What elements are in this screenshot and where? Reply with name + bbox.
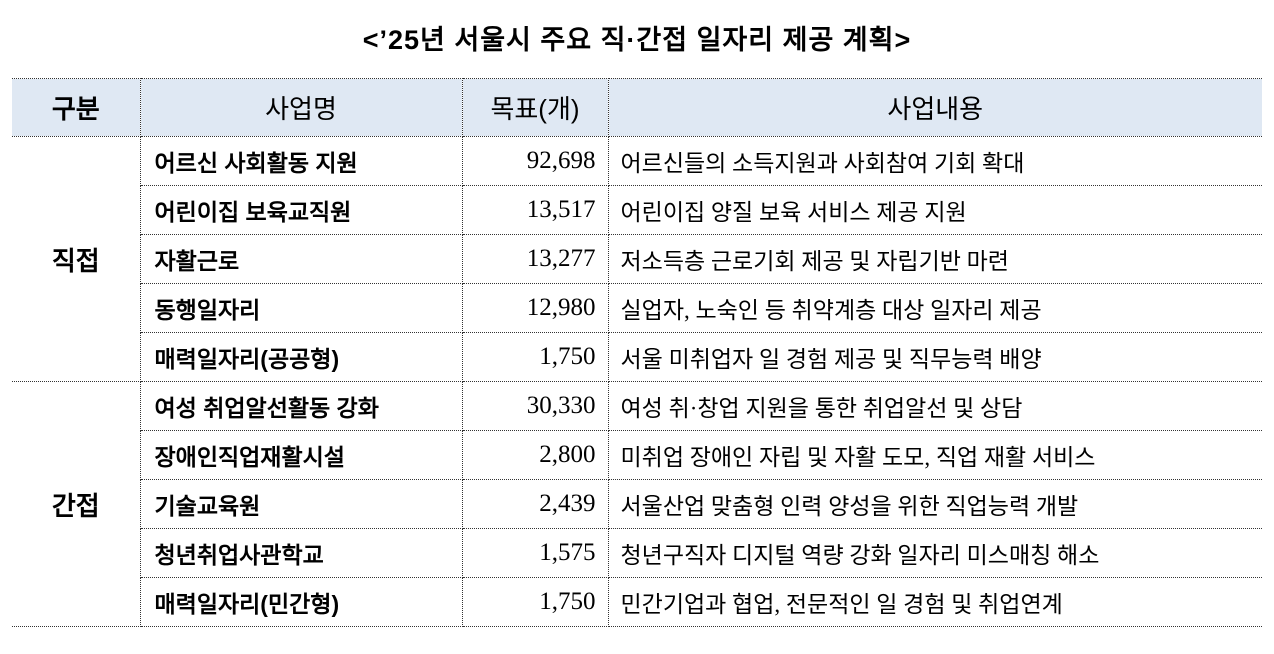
target-count: 2,800 bbox=[461, 430, 609, 480]
project-name: 청년취업사관학교 bbox=[140, 528, 463, 578]
page-title: <’25년 서울시 주요 직·간접 일자리 제공 계획> bbox=[362, 25, 912, 55]
project-description: 민간기업과 협업, 전문적인 일 경험 및 취업연계 bbox=[607, 577, 1262, 627]
target-count: 1,750 bbox=[461, 577, 609, 627]
project-name: 매력일자리(민간형) bbox=[140, 577, 463, 627]
target-count: 13,517 bbox=[461, 185, 609, 235]
group-label: 직접 bbox=[12, 136, 141, 382]
project-name: 어린이집 보육교직원 bbox=[140, 185, 463, 235]
group-label: 간접 bbox=[12, 381, 141, 627]
table-row: 청년취업사관학교 1,575 청년구직자 디지털 역량 강화 일자리 미스매칭 해소 bbox=[12, 528, 1262, 578]
target-count: 30,330 bbox=[461, 381, 609, 431]
project-description: 여성 취·창업 지원을 통한 취업알선 및 상담 bbox=[607, 381, 1262, 431]
table-row: 직접 어르신 사회활동 지원 92,698 어르신들의 소득지원과 사회참여 기회 확… bbox=[12, 136, 1262, 382]
header-category: 구분 bbox=[12, 78, 141, 137]
header-description: 사업내용 bbox=[607, 78, 1262, 137]
project-description: 저소득층 근로기회 제공 및 자립기반 마련 bbox=[607, 234, 1262, 284]
table-row: 간접 여성 취업알선활동 강화 30,330 여성 취·창업 지원을 통한 취업알선 … bbox=[12, 381, 1262, 627]
target-count: 92,698 bbox=[461, 136, 609, 186]
table-row: 자활근로 13,277 저소득층 근로기회 제공 및 자립기반 마련 bbox=[12, 234, 1262, 284]
project-name: 자활근로 bbox=[140, 234, 463, 284]
target-count: 2,439 bbox=[461, 479, 609, 529]
project-description: 실업자, 노숙인 등 취약계층 대상 일자리 제공 bbox=[607, 283, 1262, 333]
project-description: 미취업 장애인 자립 및 자활 도모, 직업 재활 서비스 bbox=[607, 430, 1262, 480]
target-count: 13,277 bbox=[461, 234, 609, 284]
header-target: 목표(개) bbox=[461, 78, 609, 137]
project-name: 매력일자리(공공형) bbox=[140, 332, 463, 382]
project-name: 동행일자리 bbox=[140, 283, 463, 333]
table-row: 어린이집 보육교직원 13,517 어린이집 양질 보육 서비스 제공 지원 bbox=[12, 185, 1262, 235]
table-row: 기술교육원 2,439 서울산업 맞춤형 인력 양성을 위한 직업능력 개발 bbox=[12, 479, 1262, 529]
table-header-row: 구분 사업명 목표(개) 사업내용 bbox=[12, 78, 1262, 137]
project-name: 장애인직업재활시설 bbox=[140, 430, 463, 480]
project-description: 어르신들의 소득지원과 사회참여 기회 확대 bbox=[607, 136, 1262, 186]
project-description: 서울산업 맞춤형 인력 양성을 위한 직업능력 개발 bbox=[607, 479, 1262, 529]
header-project-name: 사업명 bbox=[139, 78, 463, 137]
project-description: 서울 미취업자 일 경험 제공 및 직무능력 배양 bbox=[607, 332, 1262, 382]
table-row: 매력일자리(민간형) 1,750 민간기업과 협업, 전문적인 일 경험 및 취업연… bbox=[12, 577, 1262, 627]
jobs-plan-table: 구분 사업명 목표(개) 사업내용 직접 어르신 사회활동 지원 92,698 어르신… bbox=[12, 78, 1262, 627]
project-name: 어르신 사회활동 지원 bbox=[139, 136, 463, 186]
project-name: 여성 취업알선활동 강화 bbox=[139, 381, 463, 431]
project-description: 청년구직자 디지털 역량 강화 일자리 미스매칭 해소 bbox=[607, 528, 1262, 578]
target-count: 1,750 bbox=[461, 332, 609, 382]
project-description: 어린이집 양질 보육 서비스 제공 지원 bbox=[607, 185, 1262, 235]
table-row: 동행일자리 12,980 실업자, 노숙인 등 취약계층 대상 일자리 제공 bbox=[12, 283, 1262, 333]
target-count: 12,980 bbox=[461, 283, 609, 333]
table-row: 매력일자리(공공형) 1,750 서울 미취업자 일 경험 제공 및 직무능력 배양 bbox=[12, 332, 1262, 382]
target-count: 1,575 bbox=[461, 528, 609, 578]
table-row: 장애인직업재활시설 2,800 미취업 장애인 자립 및 자활 도모, 직업 재활 … bbox=[12, 430, 1262, 480]
table-body: 직접 어르신 사회활동 지원 92,698 어르신들의 소득지원과 사회참여 기회 확… bbox=[12, 136, 1262, 627]
project-name: 기술교육원 bbox=[140, 479, 463, 529]
